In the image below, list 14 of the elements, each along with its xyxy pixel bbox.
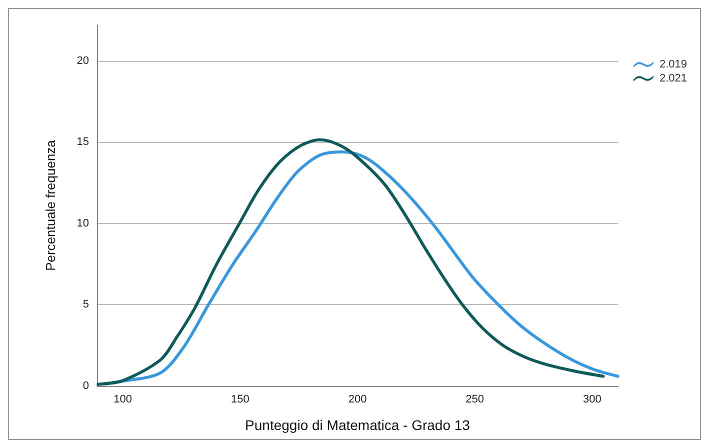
- x-tick-label: 200: [348, 394, 367, 406]
- y-axis-title: Percentuale frequenza: [43, 139, 58, 271]
- y-tick-label: 15: [76, 136, 89, 148]
- y-tick-label: 5: [82, 298, 89, 311]
- x-tick-label: 150: [230, 394, 250, 406]
- y-tick-label: 20: [76, 54, 89, 67]
- x-axis-title: Punteggio di Matematica - Grado 13: [245, 417, 470, 433]
- y-tick-label: 0: [82, 380, 89, 392]
- x-tick-label: 100: [114, 394, 132, 406]
- x-tick-label: 250: [466, 394, 484, 406]
- x-tick-label: 300: [583, 394, 602, 406]
- legend-label: 2.019: [659, 58, 688, 70]
- y-tick-label: 10: [76, 217, 89, 230]
- legend-label: 2.021: [659, 72, 688, 84]
